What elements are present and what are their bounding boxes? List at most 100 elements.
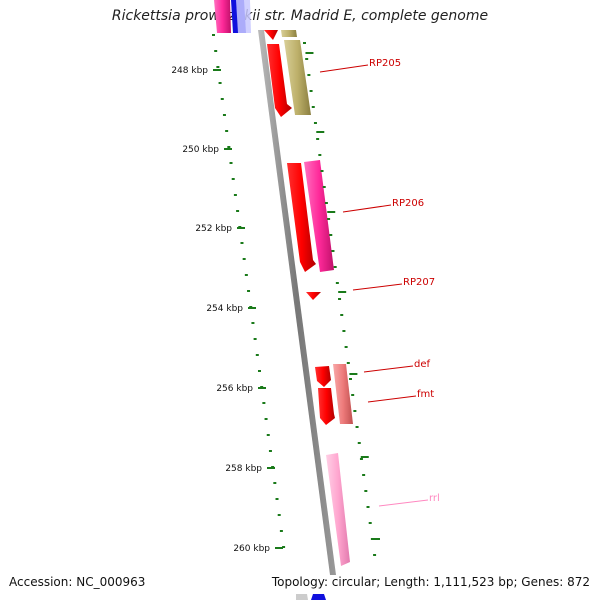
kbp-tick-labels: 248 kbp 250 kbp 252 kbp 254 kbp 256 kbp 258 k… bbox=[171, 66, 270, 554]
tick-dot bbox=[216, 66, 220, 68]
tick-dot bbox=[255, 354, 259, 356]
tick-dot bbox=[373, 554, 377, 556]
tick-mark-right bbox=[338, 291, 347, 293]
tick-dot bbox=[214, 50, 218, 52]
tick-dot bbox=[364, 490, 368, 492]
tick-dot bbox=[264, 418, 268, 420]
gene-label-rp206: RP206 bbox=[392, 198, 424, 209]
tick-dot bbox=[279, 530, 283, 532]
gene-fmt bbox=[333, 364, 353, 424]
gene-rp207 bbox=[306, 292, 321, 300]
tick-dot bbox=[212, 34, 215, 36]
tick-dot bbox=[275, 498, 279, 500]
tick-dot bbox=[318, 154, 322, 156]
tick-dot bbox=[268, 450, 272, 452]
tick-dot bbox=[344, 346, 348, 348]
tick-dot bbox=[362, 474, 366, 476]
gene-label-rrl: rrl bbox=[429, 493, 440, 504]
gene-label-fmt: fmt bbox=[417, 389, 434, 400]
tick-dot bbox=[327, 218, 331, 220]
tick-dot bbox=[251, 322, 255, 324]
kbp-label: 252 kbp bbox=[195, 224, 232, 234]
genome-stats-text: Topology: circular; Length: 1,111,523 bp… bbox=[271, 575, 590, 589]
tick-dot bbox=[333, 266, 337, 268]
tick-dot bbox=[233, 194, 237, 196]
tick-dot bbox=[357, 442, 361, 444]
tick-dot bbox=[351, 394, 355, 396]
tick-dot bbox=[309, 90, 313, 92]
tick-dot bbox=[244, 274, 248, 276]
tick-mark-left bbox=[248, 307, 256, 309]
kbp-label: 258 kbp bbox=[225, 464, 262, 474]
tick-dot bbox=[313, 122, 317, 124]
gene-label-rp205: RP205 bbox=[369, 58, 401, 69]
genome-backbone-bottom bbox=[296, 594, 308, 600]
tick-dot bbox=[266, 434, 270, 436]
tick-dot bbox=[320, 170, 324, 172]
tick-dot bbox=[346, 362, 350, 364]
tick-dot bbox=[307, 74, 311, 76]
tick-mark-right bbox=[305, 52, 314, 54]
tick-dot bbox=[335, 282, 339, 284]
tick-dot bbox=[253, 338, 257, 340]
gene-rp206 bbox=[304, 160, 334, 272]
tick-dot bbox=[273, 482, 277, 484]
gene-red-arrow-1 bbox=[267, 44, 292, 117]
tick-dot bbox=[338, 298, 342, 300]
tick-dot bbox=[324, 202, 328, 204]
kbp-label: 256 kbp bbox=[216, 384, 253, 394]
tick-dot bbox=[359, 458, 363, 460]
gene-rp205 bbox=[284, 40, 311, 115]
tick-dot bbox=[348, 378, 352, 380]
tick-dot bbox=[257, 370, 261, 372]
feature-top-small-red bbox=[264, 30, 278, 40]
kbp-label: 250 kbp bbox=[182, 145, 219, 155]
feature-top-lavender bbox=[236, 0, 251, 33]
tick-dot bbox=[329, 234, 333, 236]
tick-dots-right bbox=[303, 42, 377, 556]
tick-mark-right bbox=[360, 456, 369, 458]
tick-mark-left bbox=[275, 547, 283, 549]
tick-mark-right bbox=[327, 211, 336, 213]
tick-dot bbox=[225, 130, 229, 132]
tick-dot bbox=[316, 138, 320, 140]
genome-title: Rickettsia prowazekii str. Madrid E, com… bbox=[111, 8, 489, 24]
tick-dot bbox=[366, 506, 370, 508]
tick-mark-right bbox=[371, 538, 380, 540]
tick-dot bbox=[236, 210, 240, 212]
gene-label-def: def bbox=[414, 359, 431, 370]
tick-mark-right bbox=[316, 131, 325, 133]
accession-text: Accession: NC_000963 bbox=[9, 575, 146, 589]
tick-mark-right bbox=[349, 373, 358, 375]
gene-label-leader bbox=[363, 365, 414, 373]
kbp-label: 248 kbp bbox=[171, 66, 208, 76]
tick-dot bbox=[340, 314, 344, 316]
kbp-label: 254 kbp bbox=[206, 304, 243, 314]
tick-dot bbox=[282, 546, 286, 548]
tick-mark-left bbox=[213, 69, 221, 71]
tick-mark-left bbox=[267, 467, 275, 469]
gene-rrl bbox=[326, 453, 350, 566]
feature-bottom-blue bbox=[311, 594, 326, 600]
tick-dot bbox=[240, 242, 244, 244]
gene-label-leader bbox=[319, 64, 369, 73]
gene-label-leader bbox=[367, 395, 417, 403]
tick-dot bbox=[227, 146, 231, 148]
tick-dot bbox=[242, 258, 246, 260]
tick-mark-left bbox=[237, 227, 245, 229]
gene-label-rp207: RP207 bbox=[403, 277, 435, 288]
tick-dot bbox=[231, 178, 235, 180]
tick-dot bbox=[355, 426, 359, 428]
tick-dot bbox=[222, 114, 226, 116]
tick-dot bbox=[277, 514, 281, 516]
tick-dot bbox=[353, 410, 357, 412]
tick-dot bbox=[218, 82, 222, 84]
gene-red-arrow-2 bbox=[287, 163, 316, 272]
kbp-tick-marks bbox=[213, 52, 380, 549]
tick-dot bbox=[331, 250, 335, 252]
tick-dot bbox=[220, 98, 224, 100]
tick-dot bbox=[322, 186, 326, 188]
tick-dot bbox=[303, 42, 306, 44]
gene-label-leader bbox=[342, 204, 392, 213]
